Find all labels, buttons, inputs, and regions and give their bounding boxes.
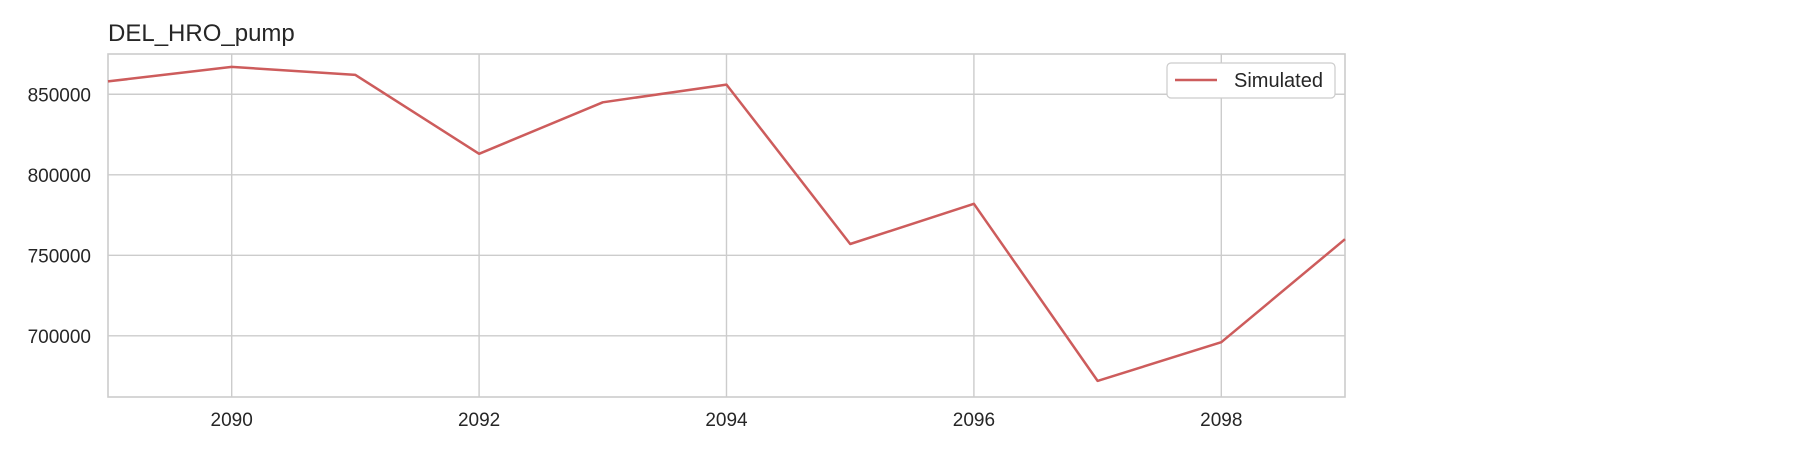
x-tick-label: 2094 [705,410,748,431]
legend: Simulated [1166,62,1336,99]
x-tick-label: 2090 [211,410,253,431]
y-tick-label: 750000 [28,246,91,267]
x-tick-label: 2096 [953,410,995,431]
series-line-simulated [107,65,1346,383]
x-tick-label: 2092 [458,410,500,431]
grid-lines [108,54,1345,397]
series-layer [107,65,1346,383]
legend-box [1166,62,1336,99]
y-tick-label: 850000 [28,85,91,106]
y-tick-label: 800000 [28,166,91,187]
y-axis-ticks: 700000 750000 800000 850000 [28,85,91,348]
x-axis-ticks: 2090 2092 2094 2096 2098 [211,410,1243,431]
y-tick-label: 700000 [28,327,91,348]
legend-label-simulated: Simulated [1234,70,1323,92]
plot-area-frame [107,53,1346,398]
chart-title: DEL_HRO_pump [108,20,295,47]
x-tick-label: 2098 [1200,410,1242,431]
